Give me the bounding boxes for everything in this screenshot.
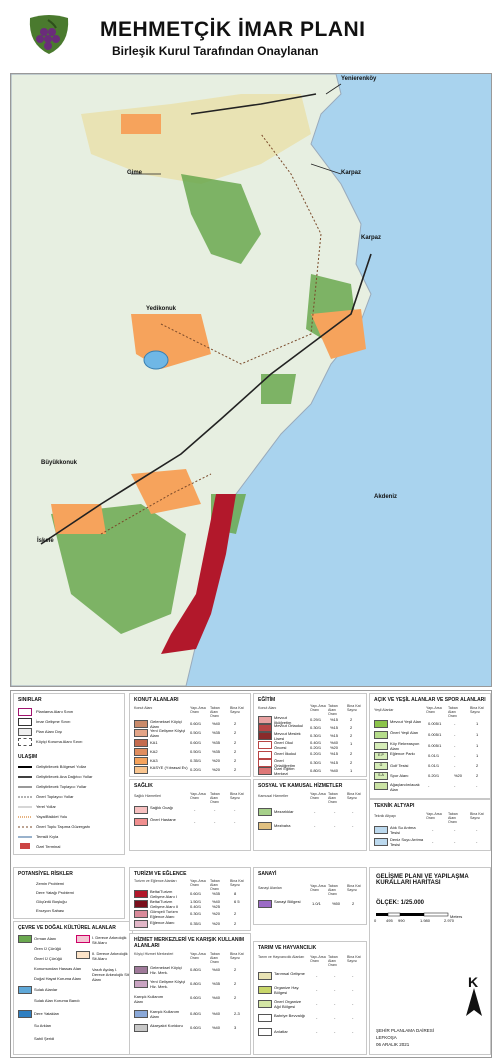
header: MEHMETÇİK İMAR PLANI Birleşik Kurul Tara… [0,0,500,72]
legend-saglik: SAĞLIK Sağlık Hizmetleri Yapı-Arsa Oranı… [129,779,251,851]
lake [143,350,169,370]
legend-tarim: TARIM VE HAYVANCILIK Tarım ve Hayvancılı… [253,941,367,1055]
map-canvas [11,74,372,686]
date-label: 06 ARALIK 2021 [376,1042,410,1047]
north-arrow-icon [466,988,482,1016]
office-label: ŞEHİR PLANLAMA DAİRESİ [376,1028,435,1033]
place-label: Gime [127,170,143,176]
page-title: MEHMETÇİK İMAR PLANI [100,18,366,41]
legend-cevre: ÇEVRE VE DOĞAL KÜLTÜREL ALANLAR Orman Al… [13,921,133,1055]
legend-acik: AÇIK VE YEŞİL ALANLAR VE SPOR ALANLARI Y… [369,693,491,799]
page-subtitle: Birleşik Kurul Tarafından Onaylanan [112,44,319,58]
place-label: Yedikonuk [146,306,177,312]
place-label: Akdeniz [374,494,398,500]
legend-sanayi: SANAYİ Sanayi Alanları Yapı-Arsa Oranı T… [253,867,367,925]
road-dotted [100,473,212,535]
legend-swatch [18,708,32,716]
legend: SINIRLAR Planlama Alanı Sınırı İmar Geli… [10,690,492,1058]
legend-sosyal: SOSYAL VE KAMUSAL HİZMETLER Kamusal Hizm… [253,779,367,851]
place-label: İskele [37,538,54,544]
legend-turizm: TURİZM VE EĞLENCE Turizm ve Eğlence Alan… [129,867,251,931]
place-label: Büyükkonuk [41,460,78,466]
scale-text: ÖLÇEK: 1/25.000 [376,900,425,906]
legend-harita-info: GELİŞME PLANI VE YAPILAŞMA KURALLARI HAR… [369,867,491,1055]
plan-map[interactable]: Yenierenköy Gime Karpaz Karpaz Yedikonuk… [10,73,492,687]
map-type-title: GELİŞME PLANI VE YAPILAŞMA KURALLARI HAR… [376,874,469,886]
legend-sinirlar: SINIRLAR Planlama Alanı Sınırı İmar Geli… [13,693,125,855]
legend-hizmet: HİZMET MERKEZLERİ VE KARIŞIK KULLANIM AL… [129,933,251,1055]
housing-zone [311,309,366,359]
road-legend-lines [18,766,32,849]
legend-swatch [18,738,32,746]
forest-patch [261,374,296,404]
scale-bar [376,912,449,917]
legend-teknik: TEKNİK ALTYAPI Teknik Altyapı Yapı-Arsa … [369,799,491,851]
forest-patch [181,174,261,264]
legend-swatch [18,718,32,726]
housing-zone [131,469,201,514]
place-label: Karpaz [361,235,382,241]
place-label: Yenierenköy [341,76,377,82]
city-label: LEFKOŞA [376,1035,397,1040]
road-dotted [160,133,322,365]
housing-zone [121,114,161,134]
grapes-logo-icon [29,15,69,54]
legend-potansiyel: POTANSİYEL RİSKLER Zemin Problemi Dere Y… [13,867,125,919]
legend-swatch [18,728,32,736]
road-main [190,93,317,115]
forest-patch [51,504,186,634]
legend-egitim: EĞİTİM Konut Alanı Yapı-Arsa Oranı Taban… [253,693,367,777]
north-arrow-label: K [468,974,479,990]
road-main [40,253,372,545]
tourism-coast [161,494,236,654]
legend-konut: KONUT ALANLARI Konut Alanı Yapı-Arsa Ora… [129,693,251,777]
bee-icon [258,1028,272,1036]
place-label: Karpaz [341,170,362,176]
